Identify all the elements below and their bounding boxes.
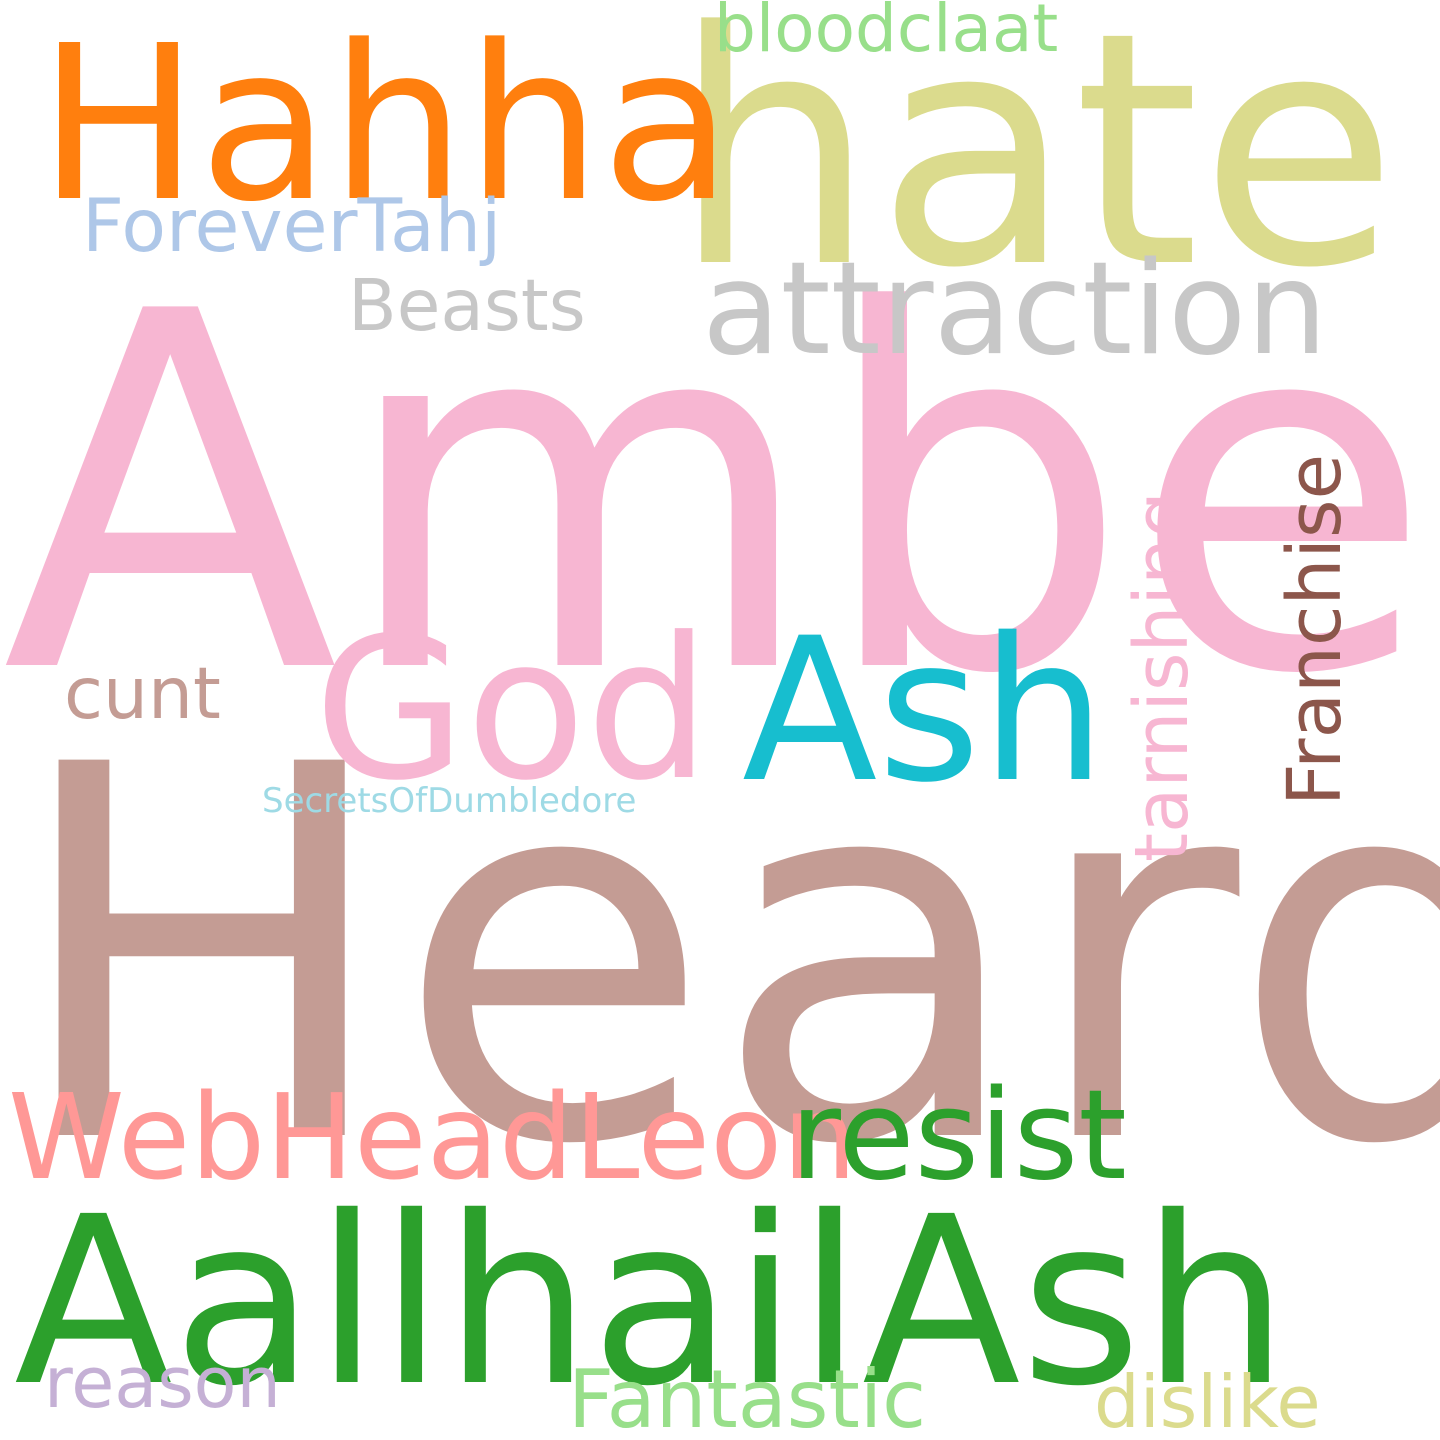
word-franchise: Franchise xyxy=(1272,453,1358,806)
word-attraction: attraction xyxy=(702,235,1328,384)
word-fantastic: Fantastic xyxy=(568,1353,927,1440)
word-beasts: Beasts xyxy=(348,264,586,347)
word-hahha: Hahha xyxy=(38,0,733,249)
word-cunt: cunt xyxy=(64,652,221,735)
word-tarnishing: tarnishing xyxy=(1119,491,1205,862)
word-amber: Amber xyxy=(2,209,1440,782)
word-aallhailash: AallhailAsh xyxy=(14,1167,1289,1437)
word-ash: Ash xyxy=(742,595,1107,826)
word-heard: Heard xyxy=(8,658,1440,1257)
word-hate: hate xyxy=(672,0,1398,338)
word-forevertahj: ForeverTahj xyxy=(82,184,502,269)
word-resist: resist xyxy=(790,1064,1127,1208)
word-god: God xyxy=(314,596,711,824)
word-webheadleon: WebHeadLeon xyxy=(8,1068,858,1206)
word-reason: reason xyxy=(44,1342,281,1424)
word-dislike: dislike xyxy=(1094,1360,1321,1440)
word-bloodclaat: bloodclaat xyxy=(714,0,1059,67)
word-secretsofdumbledore: SecretsOfDumbledore xyxy=(262,781,637,821)
